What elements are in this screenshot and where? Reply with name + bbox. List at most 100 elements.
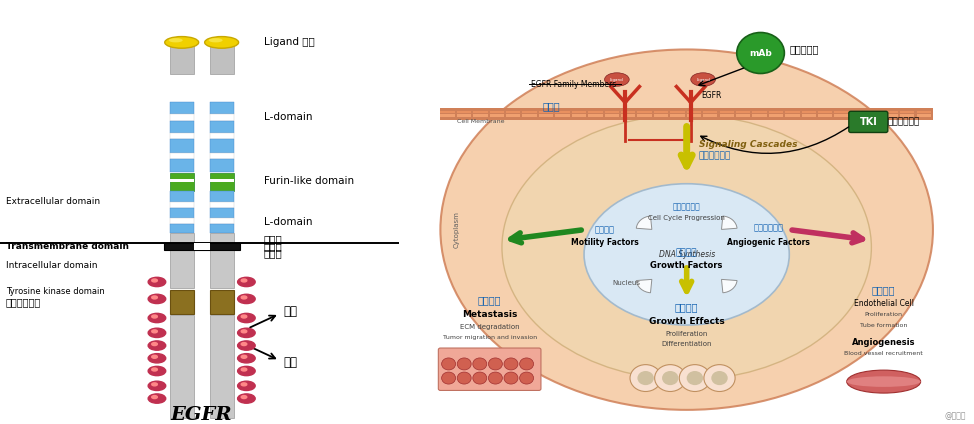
Circle shape [152, 355, 158, 358]
Text: Motility Factors: Motility Factors [571, 237, 638, 246]
Bar [752, 114, 767, 117]
Circle shape [152, 383, 158, 386]
Bar [169, 173, 194, 191]
Bar [768, 111, 783, 114]
Bar [654, 114, 668, 117]
Circle shape [630, 365, 661, 391]
Text: Signaling Cascades: Signaling Cascades [699, 140, 798, 149]
Text: 细胞膜: 细胞膜 [543, 101, 561, 111]
Ellipse shape [169, 38, 183, 42]
Bar [703, 111, 718, 114]
FancyBboxPatch shape [438, 348, 541, 391]
Text: 细胞周期进程: 细胞周期进程 [673, 202, 700, 211]
Circle shape [238, 328, 255, 338]
Circle shape [519, 358, 534, 370]
Text: Metastasis: Metastasis [462, 310, 517, 319]
Bar [169, 132, 194, 139]
Bar [572, 114, 586, 117]
Circle shape [238, 277, 255, 287]
Text: Ligand 配体: Ligand 配体 [264, 37, 315, 47]
Circle shape [238, 341, 255, 350]
Text: 酪氨酸激酶区: 酪氨酸激酶区 [6, 297, 41, 307]
Circle shape [152, 296, 158, 299]
Bar [209, 191, 234, 202]
Circle shape [662, 371, 679, 385]
Circle shape [519, 372, 534, 384]
Ellipse shape [605, 73, 629, 86]
Circle shape [504, 372, 518, 384]
Bar [169, 139, 194, 153]
Circle shape [152, 396, 158, 399]
Bar [637, 114, 652, 117]
Wedge shape [636, 279, 652, 293]
Circle shape [152, 315, 158, 318]
Bar [209, 159, 234, 172]
Text: Blood vessel recruitment: Blood vessel recruitment [844, 351, 923, 356]
Bar [851, 111, 865, 114]
Bar [506, 114, 520, 117]
Bar [752, 111, 767, 114]
Bar [768, 114, 783, 117]
Circle shape [687, 371, 703, 385]
Bar [209, 202, 234, 208]
Bar [209, 208, 234, 218]
Text: Tyrosine kinase domain: Tyrosine kinase domain [6, 287, 105, 296]
Bar [539, 114, 553, 117]
Text: EGFR: EGFR [170, 406, 233, 424]
Text: Angiogenesis: Angiogenesis [852, 338, 916, 347]
Circle shape [655, 365, 686, 391]
Circle shape [242, 296, 246, 299]
Bar [209, 114, 234, 121]
Circle shape [242, 368, 246, 371]
Text: 细胞转移: 细胞转移 [478, 296, 502, 305]
Bar [169, 159, 194, 172]
Bar [654, 111, 668, 114]
Bar [209, 224, 234, 233]
Circle shape [242, 396, 246, 399]
Bar [539, 111, 553, 114]
Bar [169, 218, 194, 224]
Text: 运动因子: 运动因子 [594, 225, 615, 234]
Bar [209, 139, 234, 153]
Text: Ligand: Ligand [610, 78, 623, 81]
Bar [169, 179, 194, 182]
Circle shape [242, 330, 246, 333]
Circle shape [238, 354, 255, 363]
Ellipse shape [205, 36, 239, 48]
Bar [802, 111, 816, 114]
Ellipse shape [846, 377, 920, 387]
Bar [169, 121, 194, 132]
Circle shape [152, 368, 158, 371]
Text: 信号级联放大: 信号级联放大 [699, 151, 731, 160]
Circle shape [472, 358, 487, 370]
Bar [209, 132, 234, 139]
Bar [169, 191, 194, 202]
Text: Cytoplasm: Cytoplasm [454, 211, 460, 248]
Circle shape [148, 277, 166, 287]
Bar [209, 102, 234, 114]
Bar [572, 111, 586, 114]
Bar [522, 114, 537, 117]
Bar [818, 111, 833, 114]
Circle shape [441, 372, 456, 384]
Circle shape [148, 354, 166, 363]
Text: Proliferation: Proliferation [865, 312, 903, 317]
Bar [883, 114, 898, 117]
Text: Growth Effects: Growth Effects [649, 317, 725, 326]
Text: 单克隆抗体: 单克隆抗体 [789, 45, 819, 54]
Bar [605, 114, 618, 117]
Circle shape [679, 365, 710, 391]
Ellipse shape [584, 184, 789, 325]
Bar [209, 233, 234, 243]
Text: EGFR Family Members: EGFR Family Members [531, 80, 616, 89]
Circle shape [242, 343, 246, 346]
Circle shape [238, 381, 255, 391]
Bar [670, 114, 685, 117]
Ellipse shape [208, 38, 223, 42]
Circle shape [238, 394, 255, 403]
Bar [670, 111, 685, 114]
Circle shape [488, 358, 503, 370]
Text: Intracellular domain: Intracellular domain [6, 260, 97, 270]
Text: @蜂隆汇: @蜂隆汇 [944, 411, 966, 420]
Circle shape [488, 372, 503, 384]
